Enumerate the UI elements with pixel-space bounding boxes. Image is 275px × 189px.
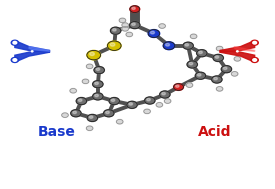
Circle shape: [31, 51, 33, 52]
Circle shape: [89, 116, 93, 118]
Text: Base: Base: [38, 125, 76, 139]
Circle shape: [132, 23, 135, 26]
Circle shape: [96, 68, 100, 70]
Polygon shape: [220, 50, 255, 62]
Circle shape: [164, 99, 171, 103]
Circle shape: [144, 109, 150, 114]
Circle shape: [62, 113, 68, 117]
Circle shape: [130, 22, 140, 29]
Circle shape: [163, 42, 175, 50]
Circle shape: [13, 59, 17, 61]
Circle shape: [175, 85, 179, 87]
Circle shape: [185, 44, 189, 46]
Circle shape: [94, 67, 104, 74]
Circle shape: [126, 32, 133, 37]
Circle shape: [93, 93, 103, 100]
Circle shape: [73, 111, 76, 114]
Circle shape: [110, 27, 121, 34]
Circle shape: [70, 88, 76, 93]
Circle shape: [127, 101, 137, 108]
Circle shape: [93, 81, 103, 88]
Circle shape: [236, 51, 238, 52]
Circle shape: [76, 98, 87, 105]
Circle shape: [212, 76, 222, 83]
Circle shape: [11, 40, 18, 45]
Circle shape: [183, 42, 193, 49]
Circle shape: [11, 57, 18, 62]
Circle shape: [106, 111, 109, 114]
Polygon shape: [15, 50, 50, 62]
Circle shape: [150, 31, 155, 34]
Circle shape: [116, 119, 123, 124]
Circle shape: [86, 126, 93, 131]
Circle shape: [197, 50, 207, 57]
Circle shape: [145, 97, 155, 104]
Circle shape: [231, 72, 238, 76]
Polygon shape: [234, 47, 255, 51]
Circle shape: [87, 50, 101, 60]
Circle shape: [95, 94, 98, 97]
Circle shape: [130, 6, 140, 12]
Circle shape: [108, 41, 121, 50]
Polygon shape: [29, 47, 50, 51]
Circle shape: [199, 51, 202, 54]
Circle shape: [162, 92, 165, 95]
Circle shape: [214, 77, 217, 80]
Circle shape: [189, 62, 193, 65]
Polygon shape: [220, 41, 255, 52]
Circle shape: [95, 82, 98, 84]
Circle shape: [251, 57, 258, 62]
Circle shape: [174, 84, 183, 90]
Circle shape: [253, 41, 257, 44]
Circle shape: [111, 99, 115, 101]
Circle shape: [119, 18, 126, 23]
Circle shape: [223, 67, 227, 70]
Circle shape: [86, 64, 93, 69]
Circle shape: [216, 87, 223, 91]
Circle shape: [104, 110, 114, 117]
Circle shape: [221, 66, 232, 73]
Circle shape: [110, 43, 115, 46]
Circle shape: [13, 41, 17, 44]
Circle shape: [195, 72, 206, 79]
Circle shape: [234, 57, 241, 61]
Circle shape: [186, 83, 193, 87]
Circle shape: [129, 103, 133, 105]
Circle shape: [148, 30, 160, 37]
Circle shape: [122, 27, 128, 31]
Circle shape: [156, 103, 163, 107]
Circle shape: [71, 110, 81, 117]
Circle shape: [122, 23, 128, 27]
Circle shape: [132, 7, 135, 9]
Circle shape: [197, 74, 201, 76]
Circle shape: [78, 99, 82, 101]
Circle shape: [82, 79, 89, 84]
Circle shape: [166, 43, 170, 46]
Circle shape: [215, 56, 219, 58]
Polygon shape: [15, 41, 50, 52]
Circle shape: [109, 98, 119, 105]
Circle shape: [253, 59, 257, 61]
Circle shape: [90, 52, 94, 56]
Circle shape: [190, 34, 197, 39]
Text: Acid: Acid: [198, 125, 232, 139]
Circle shape: [213, 54, 223, 61]
Circle shape: [216, 46, 223, 51]
Circle shape: [187, 61, 197, 68]
Circle shape: [160, 91, 170, 98]
Circle shape: [147, 98, 150, 101]
Circle shape: [87, 114, 98, 122]
Circle shape: [112, 29, 116, 31]
Circle shape: [159, 24, 165, 28]
Circle shape: [251, 40, 258, 45]
